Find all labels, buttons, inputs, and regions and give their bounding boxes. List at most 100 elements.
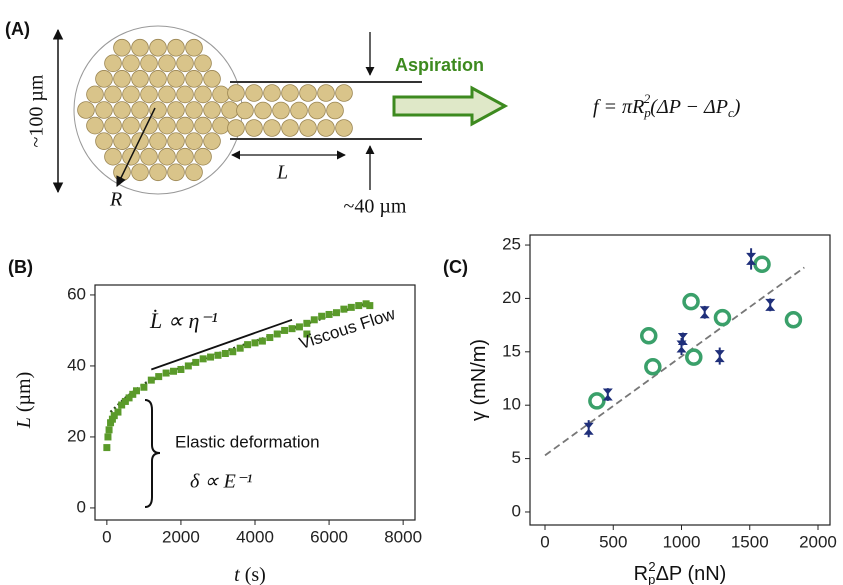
radius-label: R — [109, 189, 122, 211]
cell — [149, 101, 167, 119]
cell — [326, 101, 344, 120]
cell — [113, 132, 131, 150]
cell — [227, 119, 245, 137]
point — [753, 255, 771, 274]
y-tick-label: 15 — [502, 341, 521, 360]
cell — [113, 101, 131, 119]
point — [699, 306, 710, 319]
cell — [131, 163, 149, 182]
point — [362, 300, 370, 308]
point — [602, 388, 613, 401]
cell — [299, 119, 317, 137]
point — [746, 252, 757, 265]
aspiration-arrow — [392, 85, 509, 127]
panel-label: (B) — [8, 257, 33, 277]
point — [281, 326, 289, 334]
point — [105, 426, 113, 434]
cell — [335, 84, 353, 102]
axis-label-part: R — [634, 563, 648, 585]
cell — [317, 84, 335, 102]
point — [295, 323, 303, 331]
cell — [149, 163, 167, 182]
cell — [281, 119, 299, 137]
y-tick-label: 0 — [77, 497, 86, 516]
point — [104, 433, 112, 441]
y-tick-label: 20 — [502, 288, 521, 307]
point — [118, 401, 126, 409]
point — [170, 367, 178, 375]
cell — [158, 54, 176, 73]
y-tick-label: 60 — [67, 284, 86, 303]
formula-part: f = π — [593, 96, 633, 118]
formula-part: ) — [733, 96, 741, 118]
point — [340, 305, 348, 313]
point — [236, 344, 244, 352]
point — [147, 376, 155, 384]
x-tick-label: 1500 — [731, 532, 769, 551]
annotation: L̇ ∝ η⁻¹ — [149, 308, 218, 333]
cell — [167, 132, 185, 150]
point — [318, 312, 326, 320]
cell — [122, 116, 140, 135]
axis-label-part: (µm) — [13, 372, 35, 417]
point — [273, 330, 281, 338]
point — [162, 369, 170, 377]
cell — [176, 116, 194, 135]
point — [682, 292, 700, 311]
point — [132, 387, 140, 395]
cell — [104, 85, 122, 104]
cell — [149, 38, 167, 57]
point — [588, 392, 606, 410]
cell — [194, 54, 212, 73]
point — [713, 308, 732, 327]
y-tick-label: 25 — [502, 235, 521, 254]
cell — [317, 119, 335, 137]
cell — [113, 163, 131, 182]
cell — [131, 70, 149, 88]
point — [155, 373, 163, 381]
cell — [203, 70, 221, 88]
cell — [140, 85, 158, 104]
panel-label: (C) — [443, 257, 468, 277]
point — [303, 319, 311, 327]
formula-part: p — [643, 105, 651, 120]
y-tick-label: 20 — [67, 426, 86, 445]
point — [108, 415, 116, 423]
cell — [194, 116, 212, 135]
x-tick-label: 2000 — [799, 532, 837, 551]
axis-label-part: (s) — [240, 564, 266, 585]
cell — [122, 54, 140, 73]
cell — [131, 132, 149, 150]
cell — [95, 70, 113, 88]
length-label: L — [276, 162, 288, 184]
point — [784, 311, 803, 329]
point — [677, 332, 688, 345]
x-tick-label: 1000 — [663, 532, 701, 551]
cell — [176, 54, 194, 73]
cell — [104, 54, 122, 73]
fit-line — [544, 266, 805, 457]
point — [184, 362, 192, 370]
point — [644, 358, 662, 376]
point — [140, 383, 148, 391]
cell — [176, 147, 194, 166]
point — [199, 355, 207, 363]
y-tick-label: 10 — [502, 395, 521, 414]
x-tick-label: 0 — [540, 532, 549, 551]
cell — [176, 85, 194, 104]
point — [192, 358, 200, 366]
point — [244, 341, 252, 349]
formula-part: c — [728, 105, 734, 120]
cell — [263, 84, 281, 102]
cell — [86, 85, 104, 104]
panel-a: (A) ~100 µm ~40 µm L R Aspiration f = πR… — [5, 19, 741, 218]
panel-label: (A) — [5, 19, 30, 39]
point — [366, 302, 374, 310]
y-tick-label: 5 — [512, 448, 521, 467]
cell — [194, 85, 212, 104]
axis-label-part: L — [13, 417, 35, 429]
cell — [131, 38, 149, 57]
cell — [236, 101, 254, 120]
brace — [144, 399, 161, 508]
plot-frame — [529, 234, 831, 526]
